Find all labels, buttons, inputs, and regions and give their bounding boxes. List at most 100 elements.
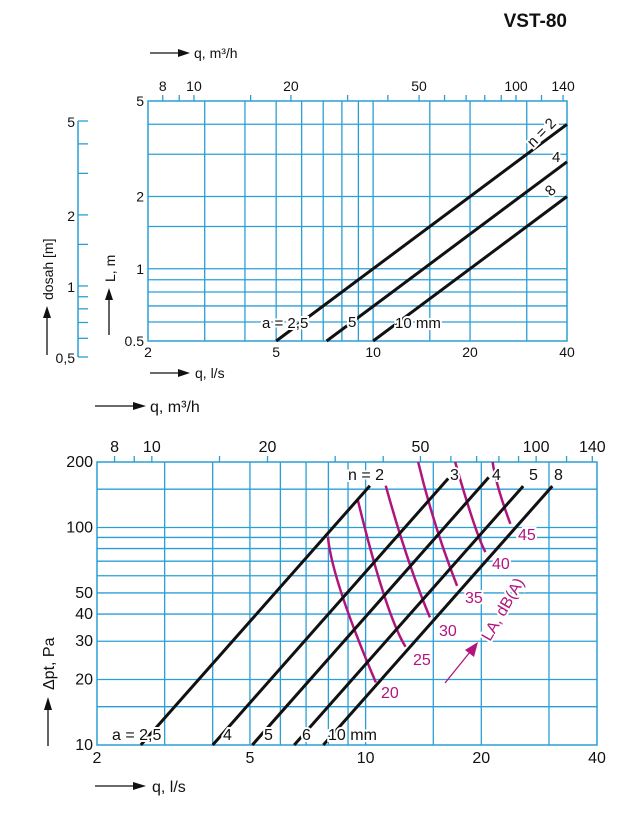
arrow-icon [444,651,471,684]
x2-tick-label: 8 [159,78,167,94]
axis-title: Δpt, Pa [41,637,58,690]
y-tick-label: 50 [75,585,93,602]
axis-title: q, m³/h [194,45,238,61]
x-tick-label: 2 [144,344,152,360]
series-line [211,477,450,746]
axis-title: q, l/s [152,779,186,796]
arrowhead-icon [133,782,146,790]
series-line [325,160,568,343]
x2-tick-label: 140 [551,78,575,94]
axis-title: LA, dB(A) [479,575,528,644]
series-label: n = 2 [348,467,384,484]
annotation-label: 4 [223,727,232,744]
sound-level-curve [453,461,487,553]
arrowhead-icon [178,369,190,377]
plot-frame [96,461,598,746]
arrowhead-icon [43,306,51,318]
series-line [251,476,490,746]
y-tick-label: 30 [75,633,93,650]
y-tick-label: 40 [75,606,93,623]
x2-tick-label: 10 [143,439,161,456]
arrowhead-icon [44,697,52,710]
arrowhead-icon [105,288,113,300]
sound-curve-label: 35 [465,590,483,607]
axis-title: q, l/s [195,365,225,381]
series-label: 5 [529,467,538,484]
annotation-label: 5 [348,314,356,331]
x-tick-label: 2 [93,750,102,767]
x-tick-label: 10 [357,750,375,767]
bottom-sound-curves [326,461,512,683]
x2-tick-label: 10 [186,78,202,94]
annotation-label: 10 mm [395,315,441,332]
series-line [372,195,568,343]
annotation-label: 6 [302,727,311,744]
annotation-label: 10 mm [328,727,377,744]
dosah-axis: 0,5 1 2 5 [56,114,88,366]
axis-title: q, m³/h [150,399,200,416]
arrowhead-icon [133,402,146,410]
x2-tick-label: 8 [110,439,119,456]
y-tick-label: 10 [75,737,93,754]
sound-level-curve [326,536,377,683]
sound-curve-label: 40 [492,556,510,573]
sound-curve-label: 20 [381,685,399,702]
plot-frame [147,100,568,342]
x-tick-label: 5 [245,750,254,767]
x-tick-label: 10 [365,344,381,360]
top-x-axis-title: q, l/s [150,365,225,381]
x-tick-label: 20 [472,750,490,767]
y-tick-label: 0.5 [125,333,145,349]
sound-level-curve [491,461,512,525]
x2-tick-label: 100 [523,439,550,456]
y2-tick-label: 2 [67,208,75,224]
sound-level-curve [384,485,432,618]
series-line [139,484,372,746]
sound-curve-label: 45 [518,527,536,544]
series-label: 4 [492,467,501,484]
y2-tick-label: 1 [67,279,75,295]
top-series [275,123,568,343]
x-tick-label: 40 [559,344,575,360]
x2-tick-label: 50 [411,78,427,94]
bottom-series [139,476,554,746]
y2-tick-label: 5 [67,114,75,130]
series-line [322,485,554,746]
x2-tick-label: 100 [504,78,528,94]
annotation-label: a = 2,5 [262,315,308,332]
top-x2-axis-title: q, m³/h [150,45,238,61]
y2-tick-label: 0,5 [56,350,76,366]
x2-tick-label: 50 [412,439,430,456]
x-tick-label: 40 [588,750,606,767]
sound-level-curve [416,461,459,587]
y-tick-label: 20 [75,672,93,689]
sound-curve-label: 25 [413,652,431,669]
x2-tick-label: 20 [259,439,277,456]
arrowhead-icon [178,49,190,57]
top-y-axis-title: L, m [102,255,118,335]
x2-tick-label: 140 [579,439,606,456]
axis-title: L, m [102,255,118,282]
annotation-label: 5 [264,727,273,744]
series-label: 4 [552,149,560,166]
y-tick-label: 2 [136,189,144,205]
bottom-x2-axis-title: q, m³/h [95,399,200,416]
y-tick-label: 200 [66,454,93,471]
axis-title: dosah [m] [40,239,56,300]
bottom-y-axis-title: Δpt, Pa [41,637,58,746]
arrowhead-icon [465,642,478,657]
x-tick-label: 20 [462,344,478,360]
x-tick-label: 5 [272,344,280,360]
y-tick-label: 5 [136,93,144,109]
sound-curve-label: 30 [439,623,457,640]
annotation-label: a = 2,5 [112,727,161,744]
bottom-x-axis-title: q, l/s [95,779,186,796]
y-tick-label: 1 [136,261,144,277]
series-line [275,123,568,343]
chart-title: VST-80 [504,11,567,32]
series-line [293,485,525,746]
x2-tick-label: 20 [283,78,299,94]
series-label: 3 [450,467,459,484]
